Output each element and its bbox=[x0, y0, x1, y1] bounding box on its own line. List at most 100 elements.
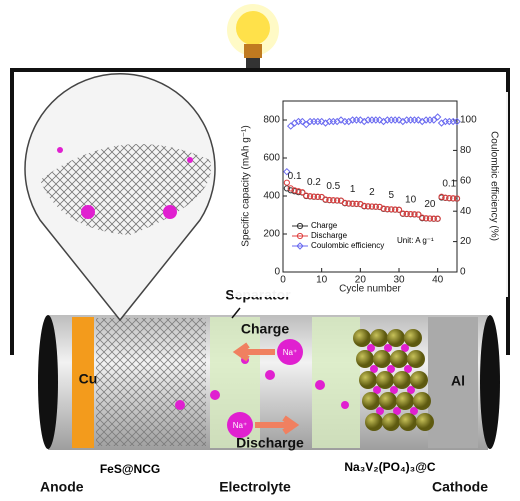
point bbox=[299, 189, 306, 196]
point bbox=[295, 188, 302, 195]
ion bbox=[370, 365, 378, 373]
point bbox=[446, 194, 453, 202]
y2-tick-label: 20 bbox=[460, 236, 472, 247]
al-label: Al bbox=[451, 373, 465, 389]
point bbox=[283, 179, 290, 186]
cu-label: Cu bbox=[79, 371, 98, 387]
point bbox=[407, 210, 414, 218]
ion bbox=[384, 344, 392, 352]
legend-label: Charge bbox=[311, 221, 338, 230]
point bbox=[302, 120, 310, 129]
magnifier bbox=[24, 73, 216, 322]
point bbox=[341, 199, 348, 206]
point bbox=[364, 203, 372, 210]
point bbox=[388, 206, 395, 213]
cathode-particle bbox=[407, 350, 425, 368]
point bbox=[403, 210, 410, 217]
point bbox=[395, 116, 403, 124]
rate-label: 2 bbox=[369, 187, 375, 198]
point bbox=[414, 116, 423, 124]
annotation: Unit: A g⁻¹ bbox=[397, 236, 434, 245]
y2-tick-label: 80 bbox=[460, 145, 472, 156]
point bbox=[434, 215, 441, 222]
point bbox=[430, 215, 437, 222]
cathode-particle bbox=[356, 350, 374, 368]
legend-label: Coulombic efficiency bbox=[311, 241, 384, 250]
point bbox=[415, 211, 422, 218]
ion bbox=[376, 407, 384, 415]
y2-tick-label: 60 bbox=[460, 175, 472, 186]
x-tick-label: 10 bbox=[316, 275, 328, 286]
x-tick-label: 0 bbox=[280, 275, 286, 286]
point bbox=[453, 117, 461, 126]
point bbox=[317, 117, 326, 126]
point bbox=[438, 193, 445, 200]
cathode-particle bbox=[373, 350, 391, 368]
point bbox=[395, 206, 403, 213]
rate-label: 20 bbox=[424, 199, 436, 210]
ion bbox=[390, 386, 398, 394]
point bbox=[411, 211, 418, 218]
cathode-particle bbox=[353, 329, 371, 347]
point bbox=[426, 215, 434, 222]
rate-label: 0.2 bbox=[307, 177, 321, 188]
point bbox=[422, 215, 430, 222]
x-tick-label: 30 bbox=[393, 275, 405, 286]
point bbox=[314, 193, 321, 200]
cathode-particle bbox=[376, 371, 394, 389]
point bbox=[310, 193, 318, 200]
point bbox=[334, 197, 341, 204]
y-tick-label: 400 bbox=[263, 191, 280, 202]
cathode-particle bbox=[413, 392, 431, 410]
ion bbox=[401, 344, 409, 352]
ion bbox=[373, 386, 381, 394]
point bbox=[345, 200, 352, 207]
cathode-particle bbox=[370, 329, 388, 347]
point bbox=[419, 214, 426, 221]
point bbox=[392, 206, 399, 213]
point bbox=[442, 194, 449, 201]
cathode-particle bbox=[410, 371, 428, 389]
cathode-particle bbox=[387, 329, 405, 347]
point bbox=[283, 167, 291, 176]
ion bbox=[407, 386, 415, 394]
point bbox=[399, 210, 406, 217]
cathode-particle bbox=[416, 413, 434, 431]
x-tick-label: 40 bbox=[432, 275, 444, 286]
ion-label: Na⁺ bbox=[233, 421, 247, 430]
point bbox=[303, 192, 310, 199]
point bbox=[337, 116, 345, 124]
y2-tick-label: 100 bbox=[460, 115, 477, 126]
ion-label: Na⁺ bbox=[283, 348, 297, 357]
rate-label: 0.5 bbox=[326, 181, 340, 192]
point bbox=[326, 196, 333, 204]
ion bbox=[393, 407, 401, 415]
cathode-material: Na₃V₂(PO₄)₃@C bbox=[344, 460, 436, 474]
electrolyte-label: Electrolyte bbox=[219, 479, 291, 495]
point bbox=[330, 197, 337, 204]
ion bbox=[410, 407, 418, 415]
cathode-particle bbox=[390, 350, 408, 368]
point bbox=[291, 187, 298, 194]
point bbox=[322, 196, 329, 203]
point bbox=[361, 202, 368, 209]
y2-tick-label: 40 bbox=[460, 206, 472, 217]
y2-tick-label: 0 bbox=[460, 267, 466, 278]
y-tick-label: 600 bbox=[263, 153, 280, 164]
point bbox=[384, 206, 391, 213]
cathode-particle bbox=[404, 329, 422, 347]
rate-label: 10 bbox=[405, 195, 417, 206]
point bbox=[353, 200, 360, 207]
point bbox=[430, 116, 438, 124]
cathode-particle bbox=[382, 413, 400, 431]
rate-label: 1 bbox=[350, 184, 356, 195]
point bbox=[433, 113, 442, 121]
y-tick-label: 0 bbox=[274, 267, 280, 278]
y-tick-label: 800 bbox=[263, 115, 280, 126]
point bbox=[372, 203, 379, 210]
point bbox=[450, 195, 457, 202]
cathode-particle bbox=[393, 371, 411, 389]
charge-label: Charge bbox=[241, 321, 289, 337]
cathode-particle bbox=[362, 392, 380, 410]
